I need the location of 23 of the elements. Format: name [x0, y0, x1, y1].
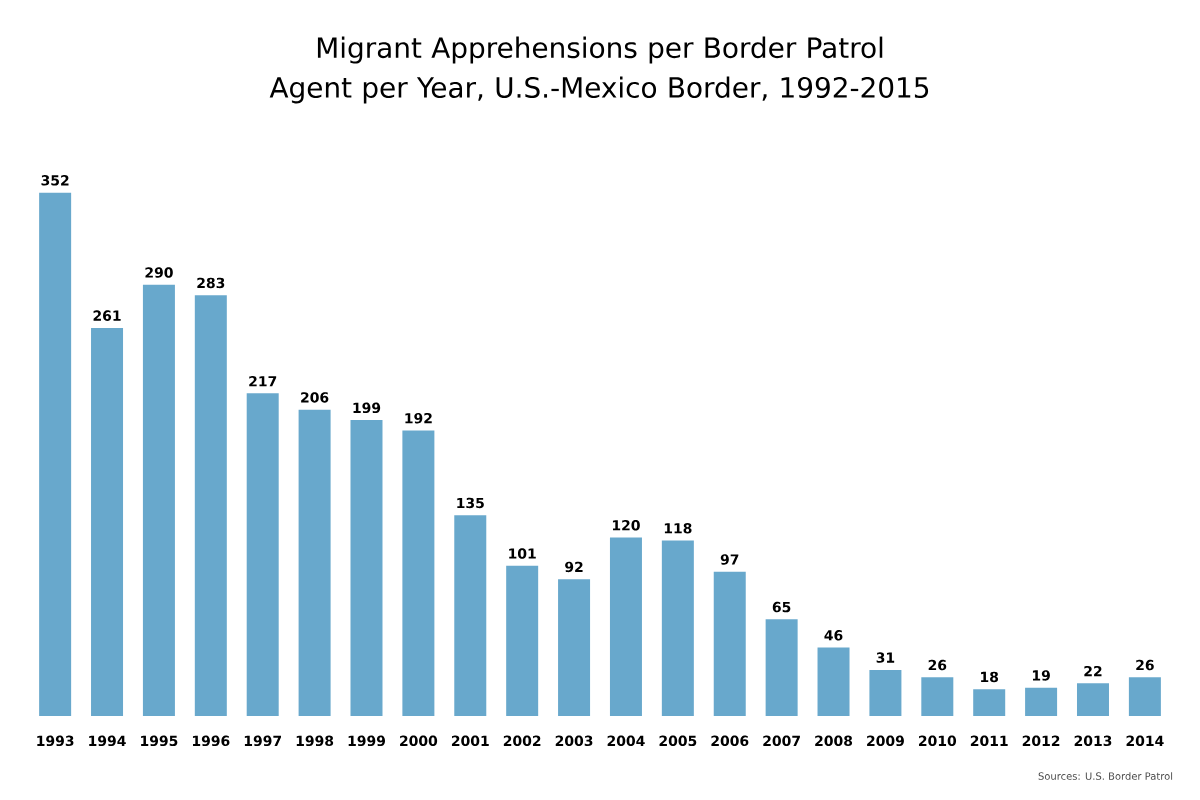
bar — [869, 669, 902, 716]
bar — [194, 295, 227, 716]
bar — [350, 420, 383, 716]
chart-title: Migrant Apprehensions per Border Patrol Agent per Year, U.S.-Mexico Border, 1992-2015 — [269, 36, 929, 104]
bar — [1025, 687, 1058, 716]
bar — [39, 192, 72, 716]
bar — [661, 540, 694, 716]
bar — [298, 409, 331, 716]
bar — [713, 571, 746, 716]
bar — [609, 537, 642, 716]
bar — [454, 515, 487, 716]
bar — [765, 619, 798, 716]
bar — [506, 565, 539, 716]
bar — [973, 689, 1006, 716]
bar — [558, 579, 591, 716]
bar — [142, 284, 175, 716]
bar — [246, 393, 279, 716]
bar — [1076, 683, 1109, 716]
bar — [91, 327, 124, 716]
bar — [817, 647, 850, 716]
bar — [921, 677, 954, 716]
bar — [1128, 677, 1161, 716]
bar — [402, 430, 435, 716]
